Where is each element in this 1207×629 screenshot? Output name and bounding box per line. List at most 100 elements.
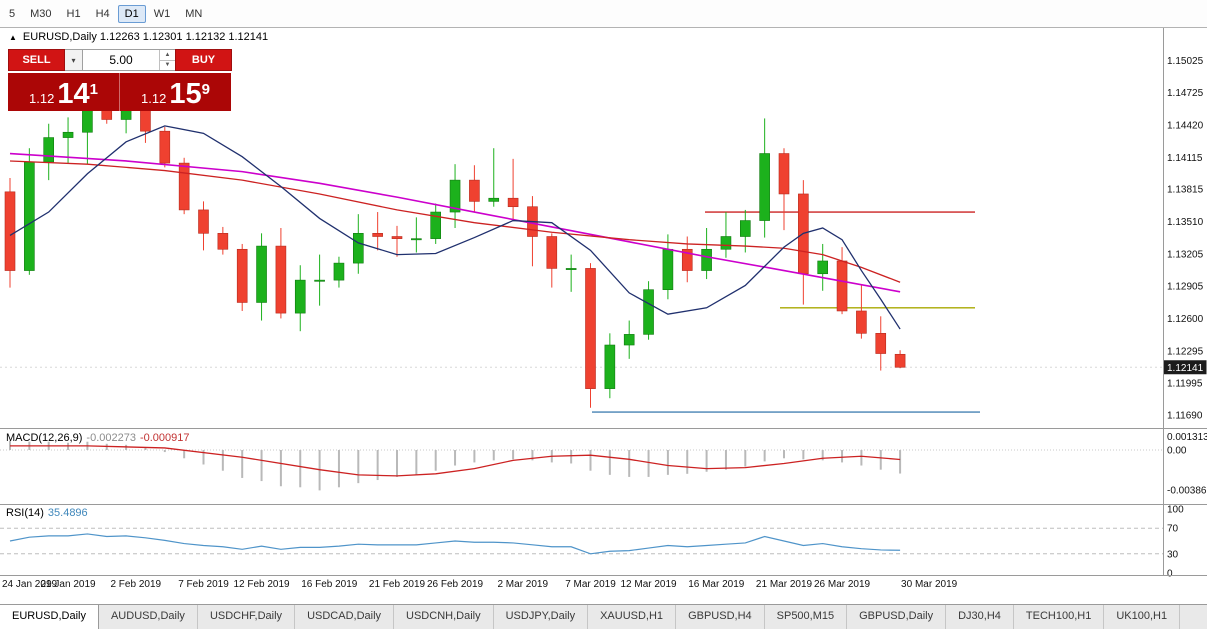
bid-price-display[interactable]: 1.12 141 [8, 73, 120, 111]
price-axis-label: 1.13815 [1167, 185, 1204, 196]
price-axis-label: 1.12905 [1167, 281, 1204, 292]
date-axis-label: 7 Mar 2019 [565, 579, 616, 590]
tab-tech100-h1[interactable]: TECH100,H1 [1014, 605, 1105, 629]
candle [759, 118, 770, 238]
rsi-label: RSI(14) 35.4896 [6, 507, 88, 519]
date-axis-label: 29 Jan 2019 [41, 579, 96, 590]
caret-down-icon: ▼ [164, 62, 171, 69]
rsi-value: 35.4896 [47, 507, 88, 519]
ask-price-display[interactable]: 1.12 159 [120, 73, 231, 111]
candle [662, 234, 674, 300]
price-axis-label: 1.11995 [1167, 378, 1203, 389]
candle [333, 256, 345, 288]
caret-up-icon: ▲ [164, 51, 171, 58]
rsi-axis-label: 70 [1167, 524, 1179, 535]
macd-signal-value: -0.000917 [139, 432, 190, 444]
candle [314, 254, 325, 306]
candle [256, 233, 267, 321]
candle [391, 225, 403, 257]
date-axis-label: 16 Feb 2019 [301, 579, 358, 590]
candle [198, 201, 209, 251]
candle [488, 148, 500, 207]
macd-axis-label: 0.00 [1167, 446, 1187, 457]
tab-gbpusd-daily[interactable]: GBPUSD,Daily [847, 605, 947, 629]
volume-value[interactable]: 5.00 [109, 53, 133, 67]
rsi-line [9, 533, 901, 555]
price-axis-label: 1.11690 [1167, 411, 1203, 422]
volume-down-button[interactable]: ▼ [160, 61, 175, 71]
trade-controls-row: SELL ▾ 5.00 ▲ ▼ BUY [8, 49, 232, 71]
date-axis-label: 26 Mar 2019 [814, 579, 871, 590]
date-axis-label: 24 Jan 2019 [2, 579, 57, 590]
symbol-tab-bar: EURUSD,Daily AUDUSD,Daily USDCHF,Daily USDC… [0, 604, 1207, 629]
date-axis-label: 2 Feb 2019 [110, 579, 161, 590]
chevron-down-icon: ▾ [71, 55, 76, 65]
date-axis-label: 12 Mar 2019 [620, 579, 677, 590]
buy-button[interactable]: BUY [175, 49, 232, 71]
tab-usdcad-daily[interactable]: USDCAD,Daily [295, 605, 395, 629]
volume-up-button[interactable]: ▲ [160, 50, 175, 61]
timeframe-h4[interactable]: H4 [95, 7, 110, 20]
date-axis-label: 2 Mar 2019 [497, 579, 548, 590]
tab-dj30-h4[interactable]: DJ30,H4 [946, 605, 1014, 629]
bid-price-main: 14 [57, 78, 90, 110]
timeframe-toolbar: 5 M30 H1 H4 D1 W1 MN [0, 0, 1207, 28]
macd-name: MACD(12,26,9) [6, 432, 83, 444]
candle [507, 158, 519, 221]
tab-usdchf-daily[interactable]: USDCHF,Daily [198, 605, 296, 629]
tab-sp500-m15[interactable]: SP500,M15 [765, 605, 848, 629]
trade-prices-row: 1.12 141 1.12 159 [8, 73, 232, 111]
timeframe-w1[interactable]: W1 [153, 7, 171, 20]
volume-input[interactable]: 5.00 ▲ ▼ [83, 49, 175, 71]
candle [875, 316, 887, 371]
candle [372, 212, 383, 251]
sell-button[interactable]: SELL [8, 49, 65, 71]
tab-uk100-h1[interactable]: UK100,H1 [1104, 605, 1181, 629]
candle [275, 228, 287, 319]
price-axis-label: 1.14115 [1167, 153, 1203, 164]
timeframe-d1[interactable]: D1 [117, 4, 146, 23]
candle [178, 157, 190, 215]
candle [565, 254, 577, 292]
tab-usdjpy-daily[interactable]: USDJPY,Daily [494, 605, 589, 629]
price-axis-label: 1.13510 [1167, 217, 1204, 228]
candle [294, 265, 306, 332]
tab-usdcnh-daily[interactable]: USDCNH,Daily [394, 605, 494, 629]
tab-audusd-daily[interactable]: AUDUSD,Daily [99, 605, 198, 629]
macd-axis-label: -0.003862 [1167, 485, 1207, 496]
candle [720, 212, 732, 258]
tab-eurusd-daily[interactable]: EURUSD,Daily [0, 605, 99, 629]
candle [546, 233, 558, 288]
rsi-axis-label: 30 [1167, 549, 1179, 560]
timeframe-mn[interactable]: MN [185, 7, 203, 20]
candle [352, 214, 364, 274]
candle [894, 350, 906, 369]
order-dropdown-button[interactable]: ▾ [65, 49, 83, 71]
timeframe-h1[interactable]: H1 [66, 7, 81, 20]
candle [159, 126, 171, 168]
price-axis-label: 1.13205 [1167, 250, 1204, 261]
candle [527, 196, 538, 267]
timeframe-5[interactable]: 5 [9, 7, 16, 20]
volume-spinner: ▲ ▼ [159, 50, 175, 70]
one-click-trading-panel: SELL ▾ 5.00 ▲ ▼ BUY 1.12 141 1.12 159 [8, 49, 232, 111]
rsi-axis-label: 100 [1167, 505, 1184, 516]
tab-gbpusd-h4[interactable]: GBPUSD,H4 [676, 605, 765, 629]
price-axis-label: 1.14725 [1167, 88, 1204, 99]
price-axis-label: 1.12600 [1167, 314, 1204, 325]
symbol-ohlc-text: EURUSD,Daily 1.12263 1.12301 1.12132 1.1… [22, 31, 269, 43]
macd-axis-label: 0.001313 [1167, 432, 1207, 443]
timeframe-m30[interactable]: M30 [30, 7, 52, 20]
candle [643, 281, 654, 340]
date-axis-label: 30 Mar 2019 [901, 579, 958, 590]
candle [469, 165, 480, 213]
rsi-axis-label: 0 [1167, 569, 1173, 580]
ask-price-pip: 9 [201, 81, 210, 98]
tab-xauusd-h1[interactable]: XAUUSD,H1 [588, 605, 677, 629]
price-axis-label: 1.15025 [1167, 56, 1204, 67]
current-price-badge [1163, 360, 1207, 375]
candle [817, 243, 829, 291]
macd-signal-line [10, 445, 901, 477]
candle [236, 243, 248, 311]
